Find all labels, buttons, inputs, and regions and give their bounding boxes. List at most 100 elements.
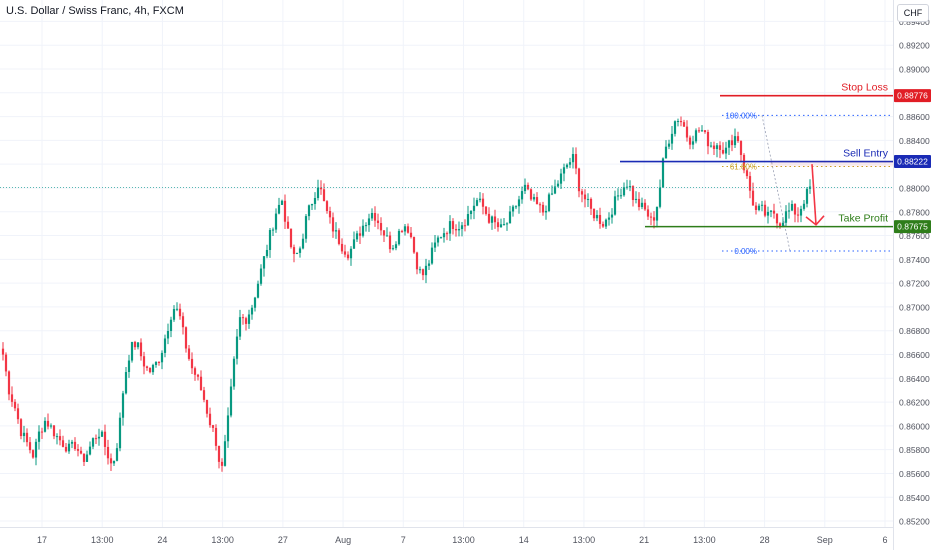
candle-body — [796, 214, 800, 216]
time-axis: 17 13:00 24 13:00 27 Aug 7 13:00 14 13:00 21 13:00 2… — [37, 535, 888, 545]
candle-body — [658, 187, 662, 207]
y-tick-label: 0.85600 — [899, 469, 930, 479]
candle-body — [664, 146, 668, 159]
candle-body — [655, 206, 659, 221]
candle-body — [85, 454, 89, 462]
y-tick-label: 0.87400 — [899, 255, 930, 265]
candle-body — [298, 248, 302, 253]
candle-body — [187, 348, 191, 359]
candle-body — [94, 438, 98, 440]
candle-body — [304, 216, 308, 239]
candle-body — [397, 230, 401, 245]
candle-body — [760, 204, 764, 206]
candle-body — [76, 449, 80, 451]
candle-body — [328, 210, 332, 218]
candle-body — [361, 225, 365, 236]
candle-body — [451, 221, 455, 229]
candle-body — [799, 208, 803, 216]
candle-body — [1, 348, 5, 355]
candle-body — [379, 223, 383, 231]
candle-body — [448, 221, 452, 234]
candle-body — [532, 197, 536, 200]
candle-body — [802, 203, 806, 209]
candle-body — [280, 200, 284, 205]
candle-body — [661, 158, 665, 188]
candle-body — [427, 263, 431, 266]
candle-body — [289, 228, 293, 248]
candle-body — [580, 191, 584, 195]
arrow-head — [805, 215, 825, 226]
candle-body — [151, 364, 155, 373]
candle-body — [424, 265, 428, 276]
candle-body — [229, 386, 233, 416]
x-tick-label: 14 — [519, 535, 529, 545]
y-tick-label: 0.86200 — [899, 398, 930, 408]
candle-body — [652, 217, 656, 221]
x-tick-label: 17 — [37, 535, 47, 545]
candle-body — [223, 441, 227, 466]
candle-body — [64, 446, 68, 452]
candle-body — [46, 420, 50, 427]
candle-body — [352, 239, 356, 249]
candle-body — [169, 319, 173, 331]
candle-body — [322, 189, 326, 202]
candle-body — [562, 167, 566, 174]
candle-body — [115, 448, 119, 461]
candle-body — [715, 145, 719, 149]
candle-body — [202, 390, 206, 400]
candle-body — [52, 425, 56, 437]
candle-body — [559, 173, 563, 184]
candle-body — [754, 205, 758, 210]
candle-body — [172, 309, 176, 320]
candle-body — [70, 441, 74, 444]
candle-body — [484, 206, 488, 214]
y-tick-label: 0.89000 — [899, 64, 930, 74]
candle-body — [226, 415, 230, 442]
candle-body — [574, 154, 578, 169]
candle-body — [673, 121, 677, 134]
x-tick-label: Sep — [817, 535, 833, 545]
candle-body — [343, 251, 347, 255]
candle-body — [589, 198, 593, 209]
candle-body — [505, 223, 509, 225]
candle-body — [130, 341, 134, 361]
candle-body — [631, 186, 635, 200]
fib-trend-line — [761, 115, 791, 252]
candle-body — [67, 443, 71, 452]
candle-body — [349, 248, 353, 259]
candle-body — [217, 445, 221, 462]
x-tick-label: 13:00 — [211, 535, 234, 545]
candle-body — [769, 210, 773, 212]
candle-body — [235, 336, 239, 359]
candle-body — [637, 198, 641, 208]
candle-body — [58, 436, 62, 441]
candle-body — [13, 401, 17, 409]
candle-body — [697, 130, 701, 132]
candle-body — [475, 200, 479, 206]
candle-body — [238, 317, 242, 337]
candle-body — [763, 204, 767, 216]
candle-body — [142, 356, 146, 367]
candle-body — [19, 419, 23, 437]
candle-body — [535, 197, 539, 205]
candle-body — [640, 202, 644, 208]
candle-body — [793, 204, 797, 215]
candle-body — [175, 308, 179, 310]
candle-body — [388, 235, 392, 250]
candle-body — [211, 425, 215, 428]
candle-body — [214, 427, 218, 446]
candle-body — [232, 358, 236, 387]
candle-body — [463, 225, 467, 227]
candle-body — [184, 327, 188, 349]
candle-body — [739, 141, 743, 155]
candle-body — [91, 438, 95, 447]
candle-body — [367, 218, 371, 226]
candle-body — [454, 228, 458, 231]
candle-body — [622, 187, 626, 196]
y-tick-label: 0.86000 — [899, 421, 930, 431]
currency-button[interactable]: CHF — [897, 4, 929, 22]
candle-body — [613, 196, 617, 215]
candle-body — [28, 442, 32, 451]
x-tick-label: 21 — [639, 535, 649, 545]
